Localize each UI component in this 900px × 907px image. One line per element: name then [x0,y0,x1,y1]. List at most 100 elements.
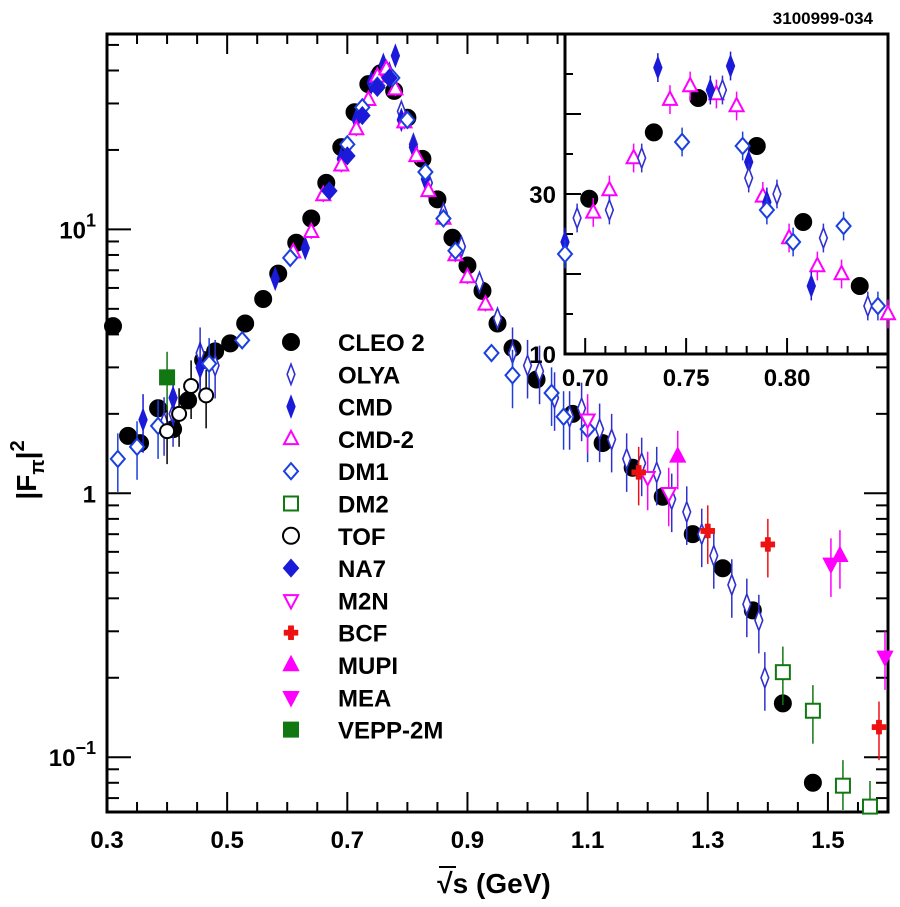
inset-point-cmd-2 [705,77,716,103]
legend-item-cmd: CMD [286,394,393,422]
legend-item-vepp-2m: VEPP-2M [283,718,443,745]
legend-item-tof: TOF [282,524,386,551]
legend-item-cmd-2: CMD-2 [282,427,414,454]
x-axis-sqrt: √s [437,868,468,899]
legend-item-m2n: M2N [282,588,389,615]
y-tick-exponent: 1 [86,210,96,230]
point-bcf-3 [871,719,887,735]
series-tof [159,360,215,465]
point-cleo-2-0 [104,317,123,336]
point-cmd-9 [390,43,401,69]
inset-point-cleo-2-1 [644,123,663,142]
inset-data-points [556,51,897,329]
y-tick-label: 101 [59,210,96,244]
legend-label: M2N [338,588,389,615]
point-dm1-0 [109,449,127,469]
x-tick-label: 0.3 [90,827,123,854]
point-cmd-2-4 [347,118,365,136]
legend-marker-m2n [282,594,300,611]
point-dm1-4 [233,330,251,350]
inset-point-cleo-2-3 [747,137,766,155]
inset-x-tick-label: 0.80 [764,365,811,392]
point-olya-10 [474,269,485,295]
point-mupi-1 [831,545,849,562]
legend-label: MEA [338,685,391,712]
legend-item-mupi: MUPI [282,653,398,680]
point-cmd-2-1 [302,221,320,238]
inset-point-dm1-1 [673,132,691,152]
inset-point-cleo-2-5 [850,277,869,295]
point-cmd-3 [270,266,280,292]
inset-x-tick-label: 0.75 [663,365,710,392]
y-tick-label: 1 [83,481,96,508]
point-dm2-2 [834,777,851,794]
inset-point-cleo-2-2 [689,89,708,107]
point-na7-1 [338,146,356,166]
series-m2n [578,394,678,527]
point-dm1-16 [543,383,560,403]
point-dm1-3 [200,354,218,374]
point-olya-14 [534,358,545,384]
legend-marker-olya [286,361,296,387]
inset-point-cmd-2-1 [600,179,619,197]
series-dm2 [774,646,878,815]
inset-point-cleo-2-4 [794,213,813,231]
inset-point-olya-1 [604,197,615,223]
point-na7-2 [354,105,371,126]
figure-code: 3100999-034 [773,9,874,28]
legend-label: VEPP-2M [338,718,443,745]
point-na7-0 [320,181,338,201]
inset-point-dm1-3 [758,200,776,220]
point-dm1-13 [447,241,464,261]
point-olya-28 [742,591,752,617]
point-vepp-2m-0 [159,369,176,386]
point-cmd-2-14 [458,266,477,284]
x-tick-label: 0.5 [210,827,243,854]
inset-point-dm1-2 [734,136,751,156]
point-tof-1 [171,405,188,422]
svg-text:|Fπ|2: |Fπ|2 [7,440,49,499]
point-olya-13 [522,353,533,378]
legend-marker-vepp-2m [283,721,299,738]
inset-point-cmd-2-6 [727,95,746,113]
point-dm2-3 [861,798,878,815]
inset-point-olya-4 [744,165,754,191]
point-tof-0 [159,423,176,440]
inset-point-cmd-2-9 [808,255,827,273]
point-bcf-1 [700,523,716,539]
point-m2n-0 [578,413,597,430]
inset-plot: 0.70 0.75 0.80 10 30 [529,32,897,392]
legend-marker-cmd [286,394,296,420]
y-axis-sub: π [27,459,49,474]
point-cleo-2-34 [713,559,732,578]
inset-point-olya-7 [863,293,873,319]
legend-marker-mea [282,691,300,708]
point-mupi-0 [669,446,687,463]
legend-marker-dm2 [283,495,299,512]
inset-point-olya-5 [772,181,782,207]
legend-marker-bcf [283,625,299,640]
point-dm1-14 [483,343,500,363]
y-tick-base: 10 [49,745,76,772]
legend-item-bcf: BCF [283,621,387,648]
point-dm1-2 [149,416,167,436]
x-tick-label: 1.3 [691,827,724,854]
x-tick-label: 0.7 [331,827,364,854]
point-dm2-1 [804,702,821,719]
point-cmd-2-10 [407,145,426,163]
legend-label: CMD [338,395,393,422]
point-mea-1 [876,650,894,668]
inset-x-tick-label: 0.70 [562,365,609,392]
inset-point-cmd-3 [725,53,736,79]
point-olya-27 [727,572,737,598]
inset-point-cmd-2-3 [661,89,679,106]
inset-point-dm1-6 [869,296,887,316]
x-axis-title: √s (GeV) [437,868,550,899]
series-mea [822,538,894,690]
point-olya-22 [651,459,662,485]
main-data-points [104,43,894,815]
inset-point-cmd-2-4 [681,75,699,93]
legend-label: CMD-2 [338,427,414,454]
inset-series-dm1 [556,127,887,321]
